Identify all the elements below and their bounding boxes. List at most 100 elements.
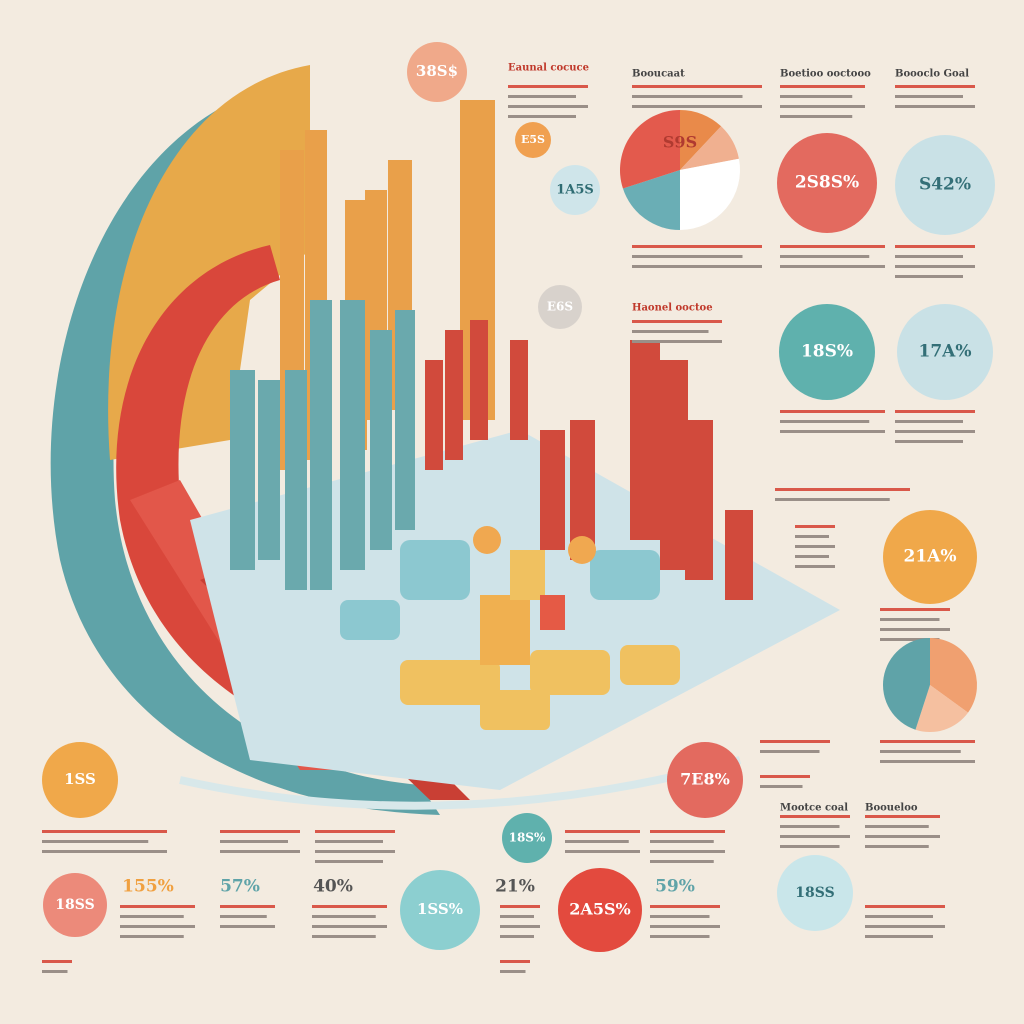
text-placeholder	[895, 275, 963, 278]
badge-label: 18S%	[801, 342, 853, 362]
text-placeholder	[220, 850, 300, 853]
text-placeholder	[880, 750, 961, 753]
text-placeholder	[780, 835, 850, 838]
heading: Booucaat	[632, 69, 685, 80]
text-placeholder	[632, 245, 762, 248]
text-placeholder	[650, 915, 710, 918]
text-placeholder	[565, 850, 640, 853]
text-placeholder	[315, 860, 383, 863]
badge-circle	[42, 742, 118, 818]
text-placeholder	[880, 760, 975, 763]
text-placeholder	[42, 840, 149, 843]
text-placeholder	[508, 85, 588, 88]
badge-circle	[667, 742, 743, 818]
badge-label: 2A5S%	[569, 900, 630, 919]
text-placeholder	[120, 905, 195, 908]
text-placeholder	[650, 925, 720, 928]
text-placeholder	[508, 95, 576, 98]
illustration	[50, 65, 840, 815]
text-placeholder	[775, 488, 910, 491]
badge-circle	[883, 510, 977, 604]
text-placeholder	[895, 430, 975, 433]
badge-label: 1A5S	[556, 183, 594, 198]
badge-label: 38S$	[416, 62, 458, 80]
badge-circle	[558, 868, 642, 952]
text-placeholder	[315, 830, 395, 833]
text-placeholder	[780, 95, 853, 98]
pie-slice	[930, 638, 977, 713]
badge-circle	[407, 42, 467, 102]
text-placeholder	[650, 860, 714, 863]
text-placeholder	[895, 410, 975, 413]
badge-circle	[897, 304, 993, 400]
heading: Boooclo Goal	[895, 69, 969, 80]
bars-red	[425, 320, 753, 600]
pie-slice	[622, 170, 680, 231]
badge-label: 21A%	[903, 547, 956, 567]
text-placeholder	[780, 845, 840, 848]
text-placeholder	[780, 420, 870, 423]
text-placeholder	[312, 915, 376, 918]
badge-label: E6S	[547, 300, 573, 314]
text-placeholder	[795, 535, 829, 538]
text-placeholder	[780, 105, 865, 108]
text-placeholder	[312, 935, 376, 938]
badge-label: 40%	[313, 877, 353, 897]
text-placeholder	[865, 905, 945, 908]
text-placeholder	[795, 525, 835, 528]
text-placeholder	[760, 785, 803, 788]
badge-label: 59%	[655, 877, 695, 897]
text-placeholder	[120, 935, 184, 938]
text-layer: 38S$ E5S 1A5S E6S S9S 2S8S% S42% 18S% 17A% 21A% 7E…	[42, 42, 995, 973]
badge-circle	[895, 135, 995, 235]
badge-label: 155%	[122, 877, 174, 897]
badge-circle	[777, 133, 877, 233]
text-placeholder	[780, 245, 885, 248]
text-placeholder	[780, 265, 885, 268]
text-placeholder	[880, 740, 975, 743]
text-placeholder	[500, 935, 534, 938]
text-placeholder	[42, 830, 167, 833]
badge-circle	[779, 304, 875, 400]
badge-circle	[538, 285, 582, 329]
text-placeholder	[220, 925, 275, 928]
text-placeholder	[895, 265, 975, 268]
text-placeholder	[760, 775, 810, 778]
text-placeholder	[650, 850, 725, 853]
text-placeholder	[780, 85, 865, 88]
text-placeholder	[760, 750, 820, 753]
text-placeholder	[775, 498, 890, 501]
badge-label: 7E8%	[680, 770, 730, 789]
text-placeholder	[780, 825, 840, 828]
badge-circle	[502, 813, 552, 863]
text-placeholder	[895, 85, 975, 88]
badge-label: 18S%	[509, 831, 546, 845]
text-placeholder	[42, 850, 167, 853]
text-placeholder	[220, 915, 267, 918]
heading: Booueloo	[865, 803, 918, 814]
pie-slice	[619, 110, 680, 189]
badge-label: 1SS	[64, 770, 96, 788]
text-placeholder	[780, 115, 853, 118]
text-placeholder	[312, 925, 387, 928]
text-placeholder	[632, 105, 762, 108]
text-placeholder	[865, 935, 933, 938]
platform-rim	[179, 756, 742, 810]
heading: Boetioo ooctooo	[780, 69, 871, 80]
text-placeholder	[795, 545, 835, 548]
text-placeholder	[895, 440, 963, 443]
text-placeholder	[632, 95, 743, 98]
text-placeholder	[880, 638, 940, 641]
text-placeholder	[780, 815, 850, 818]
text-placeholder	[220, 905, 275, 908]
text-placeholder	[500, 905, 540, 908]
text-placeholder	[760, 740, 830, 743]
pie-slice	[680, 158, 741, 230]
text-placeholder	[895, 245, 975, 248]
text-placeholder	[895, 420, 963, 423]
text-placeholder	[632, 255, 743, 258]
badge-circle	[777, 855, 853, 931]
badge-circle	[400, 870, 480, 950]
red-arc	[116, 245, 480, 770]
